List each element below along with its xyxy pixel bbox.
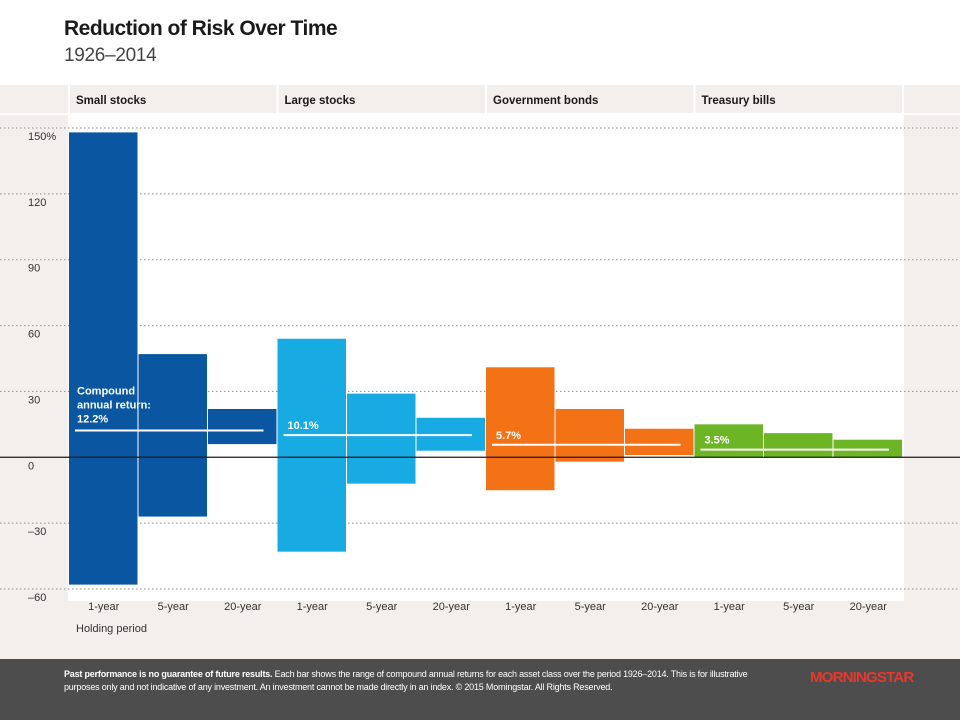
y-tick-label: 0 [28, 460, 34, 472]
x-tick-label: 20-year [224, 601, 262, 613]
x-tick-label: 5-year [783, 601, 815, 613]
disclaimer-body: Each bar shows the range of compound ann… [64, 669, 748, 692]
disclaimer-bold: Past performance is no guarantee of futu… [64, 669, 273, 679]
disclaimer-text: Past performance is no guarantee of futu… [64, 668, 754, 694]
compound-value-label: 12.2% [77, 414, 108, 426]
bar-large-stocks-1-year [277, 338, 346, 552]
compound-annotation: annual return: [77, 400, 151, 412]
bar-government-bonds-1-year [486, 367, 555, 491]
bar-treasury-bills-5-year [764, 433, 833, 458]
x-tick-label: 1-year [88, 601, 120, 613]
bar-small-stocks-20-year [208, 408, 277, 445]
chart-subtitle: 1926–2014 [64, 45, 157, 66]
y-tick-label: 120 [28, 197, 46, 209]
y-tick-label: –60 [28, 592, 46, 604]
chart: Small stocks Large stocks Government bonds… [0, 85, 960, 659]
group-label: Large stocks [285, 95, 356, 107]
bar-small-stocks-5-year [138, 354, 207, 517]
morningstar-logo: MORNINGSTAR [810, 669, 914, 686]
x-tick-label: 5-year [366, 601, 398, 613]
footer: Past performance is no guarantee of futu… [0, 659, 960, 720]
y-tick-label: –30 [28, 526, 46, 538]
compound-value-label: 3.5% [705, 435, 730, 447]
y-tick-label: 90 [28, 263, 40, 275]
group-label: Government bonds [493, 95, 598, 107]
x-tick-label: 1-year [297, 601, 329, 613]
y-tick-label: 30 [28, 394, 40, 406]
x-tick-label: 5-year [575, 601, 607, 613]
chart-title: Reduction of Risk Over Time [64, 17, 338, 40]
x-tick-label: 1-year [505, 601, 537, 613]
group-label: Small stocks [76, 95, 146, 107]
bar-small-stocks-1-year [69, 132, 138, 585]
x-tick-label: 5-year [158, 601, 190, 613]
compound-value-label: 10.1% [288, 420, 319, 432]
x-tick-label: 20-year [641, 601, 679, 613]
bar-large-stocks-5-year [347, 393, 416, 484]
x-tick-label: 1-year [714, 601, 746, 613]
y-tick-label: 150% [28, 131, 56, 143]
group-label: Treasury bills [702, 95, 776, 107]
y-tick-label: 60 [28, 329, 40, 341]
x-axis-label: Holding period [76, 623, 147, 635]
bar-treasury-bills-1-year [694, 424, 763, 458]
bar-government-bonds-20-year [625, 428, 694, 456]
bar-government-bonds-5-year [555, 408, 624, 462]
compound-value-label: 5.7% [496, 430, 521, 442]
x-tick-label: 20-year [850, 601, 888, 613]
x-tick-label: 20-year [433, 601, 471, 613]
bar-treasury-bills-20-year [833, 439, 902, 458]
compound-annotation: Compound [77, 386, 135, 398]
